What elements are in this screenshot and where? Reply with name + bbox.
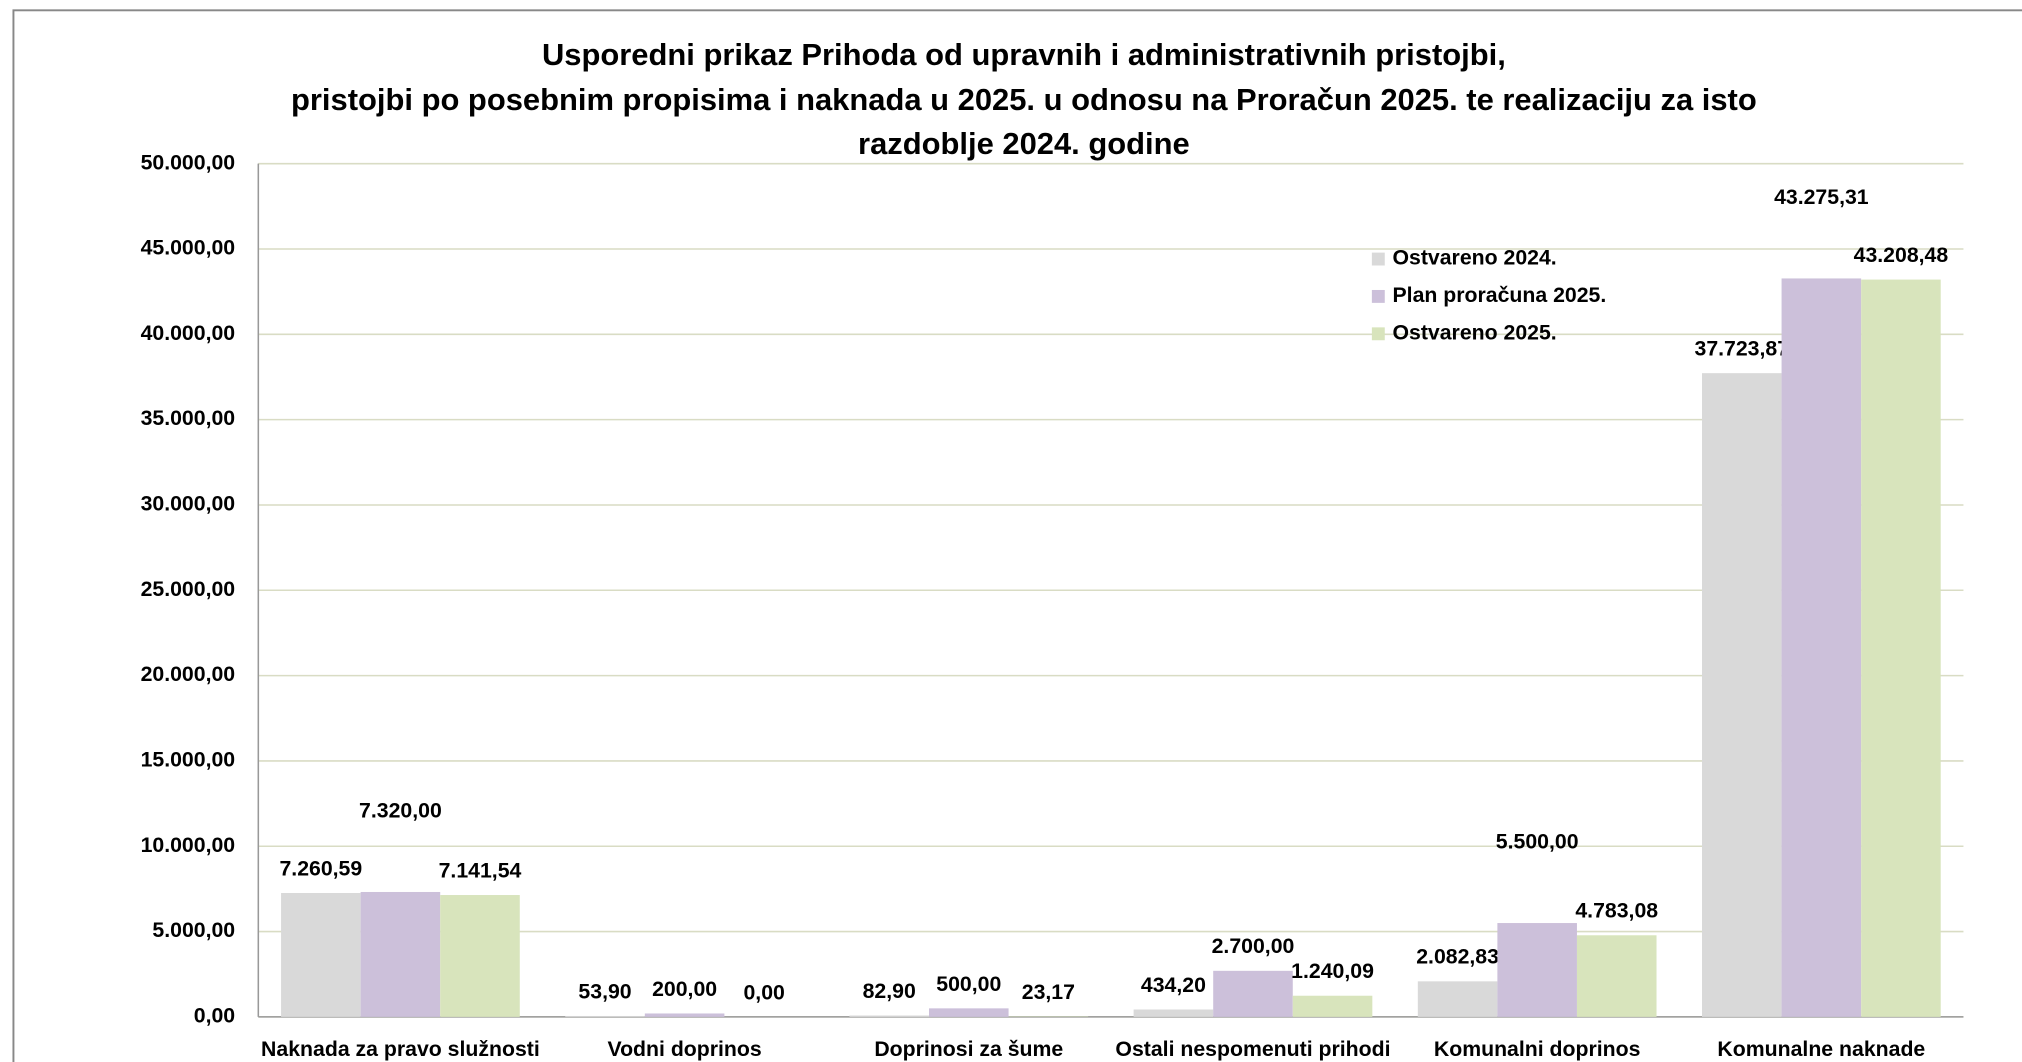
data-label: 43.208,48 <box>1854 243 1949 267</box>
legend-label: Ostvareno 2024. <box>1392 246 1556 270</box>
chart-title: razdoblje 2024. godine <box>858 126 1190 161</box>
x-tick-label: Naknada za pravo služnosti <box>261 1037 540 1061</box>
data-label: 7.141,54 <box>439 858 522 882</box>
x-tick-label: Doprinosi za šume <box>874 1037 1063 1061</box>
data-label: 0,00 <box>743 980 784 1004</box>
bar <box>565 1015 645 1017</box>
y-tick-label: 0,00 <box>194 1004 235 1028</box>
bar <box>1497 923 1577 1017</box>
data-label: 2.700,00 <box>1212 934 1295 958</box>
data-label: 7.320,00 <box>359 799 442 823</box>
y-tick-label: 40.000,00 <box>141 321 236 345</box>
chart-frame <box>12 9 2022 1062</box>
y-tick-label: 5.000,00 <box>152 918 235 942</box>
legend-label: Ostvareno 2025. <box>1392 320 1556 344</box>
legend-swatch <box>1371 327 1385 341</box>
chart-title: pristojbi po posebnim propisima i naknad… <box>291 82 1757 117</box>
y-tick-label: 20.000,00 <box>141 662 236 686</box>
bar <box>1576 935 1657 1017</box>
legend-swatch <box>1371 289 1385 303</box>
y-tick-label: 35.000,00 <box>141 406 236 430</box>
bar <box>929 1008 1009 1017</box>
bar <box>1417 981 1498 1017</box>
data-label: 5.500,00 <box>1496 830 1579 854</box>
bar <box>1133 1009 1214 1017</box>
bar <box>849 1015 930 1017</box>
chart-title: Usporedni prikaz Prihoda od upravnih i a… <box>542 37 1506 72</box>
data-label: 4.783,08 <box>1575 899 1658 923</box>
legend-swatch <box>1371 252 1385 266</box>
data-label: 500,00 <box>936 972 1001 996</box>
bar <box>360 891 441 1017</box>
y-tick-label: 45.000,00 <box>141 236 236 260</box>
x-tick-label: Ostali nespomenuti prihodi <box>1115 1037 1390 1061</box>
data-label: 434,20 <box>1141 973 1206 997</box>
bar <box>1701 373 1782 1017</box>
bar <box>1781 278 1862 1017</box>
y-tick-label: 15.000,00 <box>141 748 236 772</box>
x-tick-label: Vodni doprinos <box>607 1037 761 1061</box>
y-tick-label: 50.000,00 <box>141 150 236 174</box>
y-tick-label: 10.000,00 <box>141 833 236 857</box>
bar <box>1861 279 1941 1017</box>
data-label: 82,90 <box>863 979 916 1003</box>
data-label: 23,17 <box>1022 980 1075 1004</box>
data-label: 37.723,87 <box>1695 337 1790 361</box>
x-tick-label: Komunalne naknade <box>1717 1037 1925 1061</box>
y-tick-label: 30.000,00 <box>141 492 236 516</box>
data-label: 53,90 <box>578 979 631 1003</box>
bar <box>1292 995 1373 1017</box>
x-tick-label: Komunalni doprinos <box>1434 1037 1641 1061</box>
bar <box>281 892 361 1017</box>
bar <box>1213 970 1293 1017</box>
y-tick-label: 25.000,00 <box>141 577 236 601</box>
data-label: 200,00 <box>652 977 717 1001</box>
data-label: 7.260,59 <box>279 856 362 880</box>
legend-label: Plan proračuna 2025. <box>1392 283 1606 307</box>
bar <box>440 895 520 1017</box>
bar <box>644 1013 725 1017</box>
data-label: 1.240,09 <box>1291 959 1374 983</box>
data-label: 43.275,31 <box>1774 185 1869 209</box>
data-label: 2.082,83 <box>1416 945 1499 969</box>
